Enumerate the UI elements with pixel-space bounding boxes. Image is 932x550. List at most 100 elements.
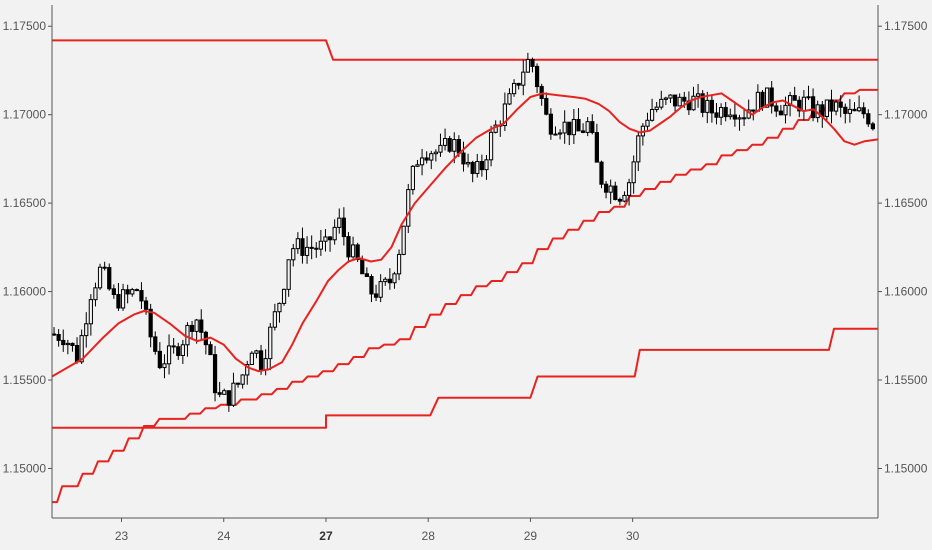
candle-down — [774, 105, 779, 112]
candle-up — [668, 94, 673, 99]
candle-up — [249, 352, 254, 366]
candle-up — [433, 151, 438, 155]
candle-up — [130, 289, 135, 295]
candle-down — [843, 106, 848, 114]
candle-up — [231, 382, 236, 406]
candle-up — [281, 288, 287, 304]
x-tick-label: 27 — [319, 529, 333, 543]
candle-up — [557, 132, 563, 135]
candle-down — [226, 390, 231, 406]
candle-up — [562, 121, 567, 134]
x-tick-label: 28 — [422, 529, 436, 543]
candle-up — [663, 97, 668, 100]
candle-down — [387, 278, 392, 284]
candle-up — [847, 108, 852, 114]
candle-down — [548, 113, 553, 135]
candle-up — [718, 107, 724, 118]
y-tick-label-right: 1.15000 — [884, 461, 928, 475]
candle-down — [700, 93, 705, 113]
candle-down — [714, 112, 719, 118]
candle-up — [304, 246, 310, 256]
candle-down — [111, 288, 116, 295]
y-tick-label-right: 1.17500 — [884, 19, 928, 33]
candle-up — [180, 344, 185, 356]
candle-up — [392, 273, 397, 284]
x-tick-label: 29 — [524, 529, 538, 543]
y-tick-label-left: 1.16500 — [3, 196, 47, 210]
candle-up — [194, 319, 199, 332]
candle-up — [521, 71, 526, 86]
candle-up — [268, 326, 273, 360]
candle-up — [585, 121, 590, 133]
candle-down — [300, 238, 305, 256]
candle-up — [659, 98, 664, 108]
candle-up — [79, 335, 84, 363]
y-tick-label-left: 1.16000 — [3, 285, 47, 299]
candle-up — [401, 225, 406, 255]
candle-up — [856, 107, 862, 112]
candle-up — [93, 287, 98, 301]
x-tick-label: 30 — [626, 529, 640, 543]
candle-up — [295, 238, 300, 250]
candle-down — [360, 259, 365, 275]
candle-up — [291, 248, 296, 261]
candle-up — [383, 278, 388, 283]
candle-down — [797, 99, 802, 112]
candle-down — [208, 344, 213, 356]
candle-up — [120, 289, 126, 309]
candle-down — [102, 266, 107, 269]
candle-down — [424, 157, 429, 161]
candle-up — [525, 59, 530, 73]
candle-up — [415, 164, 420, 167]
candle-up — [833, 101, 839, 112]
candle-down — [143, 300, 149, 310]
candle-down — [327, 236, 333, 241]
candle-up — [429, 153, 434, 161]
candle-up — [337, 217, 342, 228]
candle-up — [691, 95, 696, 111]
y-tick-label-left: 1.15000 — [3, 461, 47, 475]
candle-up — [88, 299, 93, 325]
candle-up — [511, 82, 517, 95]
candle-down — [751, 109, 756, 112]
candle-down — [778, 110, 783, 116]
candle-down — [672, 94, 678, 107]
candle-down — [373, 293, 379, 298]
candle-down — [189, 324, 195, 332]
y-tick-label-right: 1.16000 — [884, 285, 928, 299]
candle-down — [235, 382, 241, 385]
candle-up — [65, 342, 70, 346]
candle-down — [792, 95, 797, 101]
candle-up — [410, 165, 415, 191]
candle-down — [461, 152, 466, 165]
candle-up — [286, 259, 291, 290]
candle-up — [162, 363, 167, 369]
candle-up — [332, 226, 337, 241]
candle-down — [314, 247, 319, 250]
y-tick-label-left: 1.15500 — [3, 373, 47, 387]
candle-down — [567, 121, 572, 136]
candle-up — [277, 302, 282, 313]
candle-down — [723, 107, 728, 118]
candle-up — [654, 106, 659, 111]
candle-up — [755, 91, 760, 112]
y-tick-label-right: 1.16500 — [884, 196, 928, 210]
candle-down — [870, 123, 875, 130]
y-tick-label-left: 1.17000 — [3, 108, 47, 122]
candle-up — [84, 323, 89, 337]
moving-average-line — [51, 92, 879, 378]
candle-down — [682, 96, 687, 102]
candle-up — [705, 99, 710, 113]
candle-up — [787, 95, 793, 106]
y-tick-label-right: 1.17000 — [884, 108, 928, 122]
plot-area — [51, 39, 879, 504]
candle-down — [212, 354, 218, 394]
candle-up — [728, 114, 733, 118]
candle-down — [258, 350, 264, 371]
candle-down — [364, 273, 369, 278]
candle-up — [608, 185, 613, 193]
candle-up — [645, 119, 650, 127]
candle-down — [70, 342, 75, 347]
candle-down — [51, 333, 57, 336]
